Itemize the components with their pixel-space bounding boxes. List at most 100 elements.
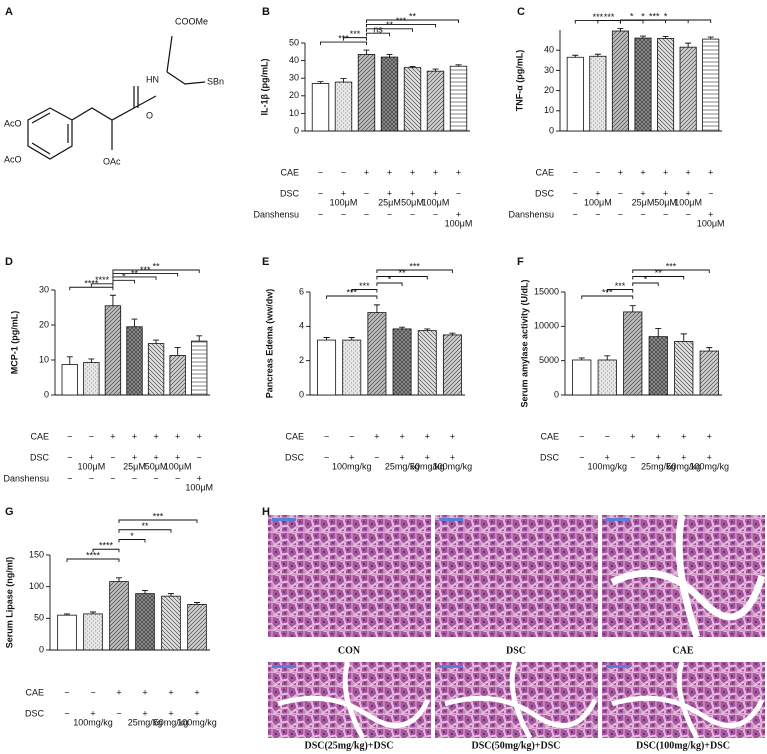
axis [49, 555, 210, 651]
bar [426, 70, 445, 132]
panel-letter: C [517, 6, 525, 18]
significance-bracket [632, 282, 659, 286]
bar [648, 336, 668, 396]
condition-sign: + [425, 452, 430, 462]
condition-dose: 50mg/kg [410, 461, 445, 471]
significance-label: **** [86, 550, 101, 560]
condition-dose: 100μM [185, 482, 213, 492]
condition-sign: + [640, 188, 645, 198]
significance-bracket [376, 282, 403, 286]
condition-sign: + [707, 452, 712, 462]
y-tick-label: 40 [289, 55, 299, 65]
condition-dose: 25μM [378, 197, 401, 207]
condition-name: CAE [25, 687, 44, 697]
bar [699, 350, 719, 396]
y-tick-label: 6 [299, 286, 304, 296]
condition-sign: − [153, 473, 158, 483]
condition-sign: − [324, 452, 329, 462]
condition-sign: + [656, 452, 661, 462]
condition-sign: + [153, 452, 158, 462]
scale-bar [272, 518, 296, 521]
significance-bracket [118, 539, 146, 543]
condition-dose: 50μM [654, 197, 677, 207]
condition-sign: + [708, 209, 713, 219]
bar [187, 604, 207, 651]
condition-sign: + [410, 188, 415, 198]
significance-label: ** [399, 268, 407, 278]
condition-sign: + [153, 431, 158, 441]
condition-sign: − [132, 473, 137, 483]
bar [623, 311, 643, 396]
y-tick-label: 2 [299, 355, 304, 365]
bar [449, 65, 468, 132]
histology-caption: DSC(50mg/kg)+DSC [471, 740, 560, 751]
bar [104, 305, 122, 396]
significance-label: * [130, 531, 134, 541]
y-tick-label: 0 [44, 389, 49, 399]
significance-bracket [376, 269, 453, 273]
condition-sign: + [450, 452, 455, 462]
bar [611, 30, 629, 132]
significance-bracket [92, 548, 120, 553]
bar [597, 359, 617, 396]
scale-bar [606, 665, 630, 668]
significance-label: ** [153, 261, 161, 271]
condition-sign: − [433, 209, 438, 219]
condition-name: CAE [285, 431, 304, 441]
condition-sign: − [686, 209, 691, 219]
bar [126, 326, 143, 396]
y-tick-label: 10 [39, 354, 49, 364]
y-tick-label: 30 [39, 284, 49, 294]
condition-sign: + [410, 167, 415, 177]
condition-sign: + [456, 209, 461, 219]
condition-sign: + [175, 431, 180, 441]
condition-sign: + [433, 188, 438, 198]
bar [380, 56, 399, 132]
bar [367, 312, 387, 396]
condition-sign: − [618, 188, 623, 198]
y-axis-label: Serum amylase activity (U/dL) [519, 279, 529, 407]
condition-sign: + [433, 167, 438, 177]
condition-sign: − [324, 431, 329, 441]
significance-bracket [619, 19, 712, 23]
condition-sign: − [318, 209, 323, 219]
significance-bracket [366, 32, 390, 37]
condition-name: DSC [540, 452, 560, 462]
condition-sign: + [425, 431, 430, 441]
bar [357, 54, 376, 132]
y-tick-label: 100 [29, 581, 44, 591]
condition-sign: − [197, 452, 202, 462]
condition-name: DSC [535, 188, 555, 198]
significance-label: *** [350, 29, 361, 39]
condition-sign: + [197, 473, 202, 483]
condition-sign: + [681, 452, 686, 462]
condition-sign: − [618, 209, 623, 219]
condition-sign: − [595, 209, 600, 219]
condition-name: CAE [535, 167, 554, 177]
significance-bracket [343, 37, 367, 41]
condition-name: Danshensu [508, 209, 554, 219]
condition-sign: + [663, 188, 668, 198]
significance-bracket [376, 276, 428, 280]
bar [135, 593, 155, 651]
condition-sign: − [364, 188, 369, 198]
condition-sign: + [605, 452, 610, 462]
condition-sign: + [686, 167, 691, 177]
condition-sign: + [168, 687, 173, 697]
error-bar [340, 78, 347, 83]
bar [657, 38, 675, 132]
axis [564, 292, 722, 396]
panel-letter: F [517, 256, 524, 268]
condition-sign: − [116, 708, 121, 718]
bar [572, 359, 592, 396]
y-tick-label: 20 [544, 85, 554, 95]
histology-caption: CAE [672, 645, 693, 656]
condition-dose: 100mg/kg [689, 461, 729, 471]
significance-bracket [112, 279, 135, 284]
bar [342, 339, 362, 396]
condition-dose: 100mg/kg [433, 461, 473, 471]
y-axis-label: Pancreas Edema (ww/dw) [264, 289, 274, 399]
structure-label: O [146, 110, 153, 120]
structure-label: COOMe [175, 16, 208, 26]
bar [679, 46, 697, 132]
